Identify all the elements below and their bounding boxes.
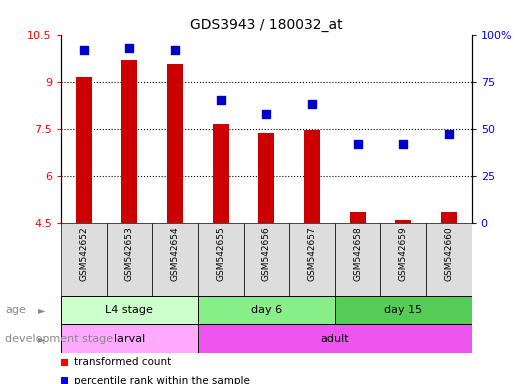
Bar — [213, 124, 228, 223]
Bar — [335, 223, 381, 296]
Bar — [243, 223, 289, 296]
Text: GSM542660: GSM542660 — [444, 227, 453, 281]
Text: GSM542656: GSM542656 — [262, 227, 271, 281]
Bar — [350, 212, 366, 223]
Bar — [335, 296, 472, 324]
Bar — [167, 65, 183, 223]
Text: development stage: development stage — [5, 334, 113, 344]
Title: GDS3943 / 180032_at: GDS3943 / 180032_at — [190, 18, 342, 32]
Bar — [258, 133, 275, 223]
Bar — [121, 60, 137, 223]
Text: GSM542652: GSM542652 — [80, 227, 89, 281]
Point — [308, 101, 316, 107]
Bar — [107, 223, 152, 296]
Text: GSM542655: GSM542655 — [216, 227, 225, 281]
Text: GSM542653: GSM542653 — [125, 227, 134, 281]
Bar — [76, 77, 92, 223]
Text: larval: larval — [114, 334, 145, 344]
Text: ►: ► — [38, 305, 46, 315]
Point — [171, 46, 179, 53]
Text: L4 stage: L4 stage — [105, 305, 153, 315]
Text: GSM542657: GSM542657 — [307, 227, 316, 281]
Point — [80, 46, 88, 53]
Text: ►: ► — [38, 334, 46, 344]
Bar — [441, 212, 457, 223]
Bar — [61, 324, 198, 353]
Text: GSM542658: GSM542658 — [353, 227, 362, 281]
Text: adult: adult — [321, 334, 349, 344]
Text: transformed count: transformed count — [74, 358, 171, 367]
Bar — [198, 223, 243, 296]
Bar — [289, 223, 335, 296]
Text: GSM542659: GSM542659 — [399, 227, 408, 281]
Bar — [381, 223, 426, 296]
Bar — [152, 223, 198, 296]
Text: day 6: day 6 — [251, 305, 282, 315]
Text: day 15: day 15 — [384, 305, 422, 315]
Text: age: age — [5, 305, 26, 315]
Point — [262, 111, 270, 117]
Bar — [61, 296, 198, 324]
Bar — [395, 220, 411, 223]
Bar — [61, 223, 107, 296]
Point — [354, 141, 362, 147]
Bar — [198, 324, 472, 353]
Point — [216, 98, 225, 104]
Point — [125, 45, 134, 51]
Bar — [304, 130, 320, 223]
Bar — [426, 223, 472, 296]
Bar — [198, 296, 335, 324]
Text: percentile rank within the sample: percentile rank within the sample — [74, 376, 250, 384]
Text: GSM542654: GSM542654 — [171, 227, 180, 281]
Point — [399, 141, 408, 147]
Point — [445, 131, 453, 137]
